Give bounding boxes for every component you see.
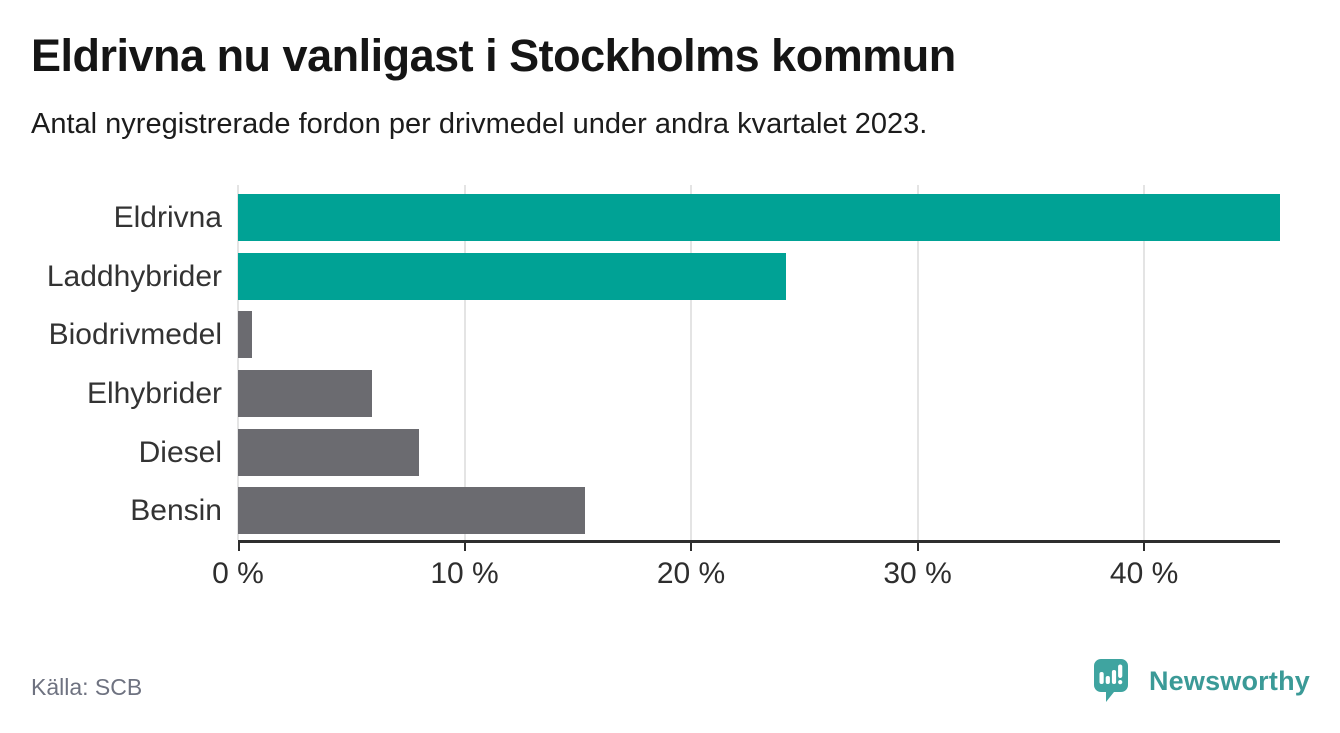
source-note: Källa: SCB [31, 674, 143, 700]
category-labels: Eldrivna Laddhybrider Biodrivmedel Elhybrid… [0, 185, 222, 543]
x-axis-tick-10 [463, 542, 466, 551]
gridline-40 [1143, 185, 1146, 540]
x-tick-label-30: 30 % [883, 557, 952, 590]
x-axis-tick-40 [1143, 542, 1146, 551]
bar-bensin [238, 487, 585, 535]
category-label-laddhybrider: Laddhybrider [46, 259, 222, 293]
gridline-30 [916, 185, 919, 540]
category-label-elhybrider: Elhybrider [86, 376, 222, 410]
x-axis-tick-30 [916, 542, 919, 551]
newsworthy-logo: Newsworthy [1093, 658, 1310, 704]
gridline-10 [463, 185, 466, 540]
x-axis-tick-20 [690, 542, 693, 551]
bar-diesel [238, 428, 420, 476]
category-label-biodrivmedel: Biodrivmedel [48, 318, 222, 352]
bar-biodrivmedel [238, 311, 252, 359]
x-axis-line [238, 540, 1280, 543]
x-tick-label-40: 40 % [1109, 557, 1179, 590]
category-label-diesel: Diesel [138, 435, 222, 469]
x-tick-label-10: 10 % [430, 557, 499, 590]
bar-elhybrider [238, 369, 372, 417]
bar-eldrivna [238, 194, 1280, 241]
chart-subtitle: Antal nyregistrerade fordon per drivmede… [31, 108, 928, 140]
gridline-0 [237, 185, 239, 540]
newsworthy-badge-icon [1093, 659, 1128, 702]
chart-title: Eldrivna nu vanligast i Stockholms kommu… [31, 30, 956, 81]
x-tick-label-20: 20 % [656, 557, 726, 590]
newsworthy-wordmark: Newsworthy [1148, 665, 1310, 696]
x-axis-tick-0 [238, 542, 240, 551]
category-label-eldrivna: Eldrivna [113, 201, 222, 234]
x-tick-label-0: 0 % [212, 557, 264, 590]
gridline-20 [690, 185, 693, 540]
bar-chart-plot [237, 185, 1280, 543]
category-label-bensin: Bensin [130, 494, 222, 528]
x-axis: 0 % 10 % 20 % 30 % 40 % [212, 540, 1280, 602]
bar-laddhybrider [238, 252, 787, 300]
